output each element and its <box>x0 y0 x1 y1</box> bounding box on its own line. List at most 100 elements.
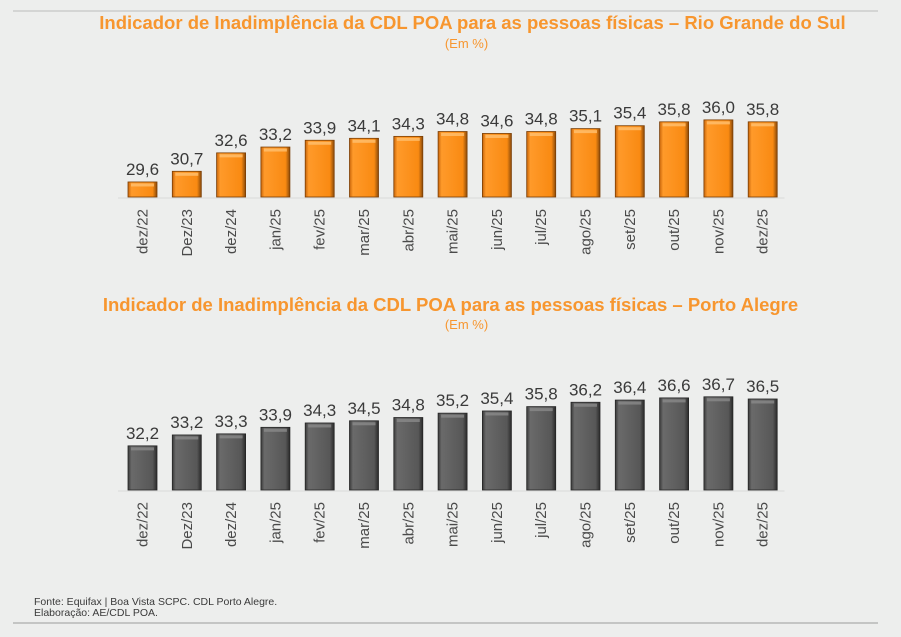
bar-rs-4 <box>304 139 335 198</box>
data-label-poa-14: 36,5 <box>746 377 779 396</box>
tick-label-poa-10: ago/25 <box>578 502 595 548</box>
tick-label-poa-12: out/25 <box>666 502 683 544</box>
bottom-divider <box>13 622 878 624</box>
data-label-poa-10: 36,2 <box>569 380 602 399</box>
bar-bevel-rs-6 <box>396 137 420 141</box>
data-label-poa-4: 34,3 <box>303 401 336 420</box>
bar-poa-1 <box>171 434 202 491</box>
bar-bevel-poa-10 <box>574 403 597 407</box>
bar-bevel-rs-12 <box>662 123 686 127</box>
bar-bevel-rs-4 <box>308 141 332 145</box>
data-label-rs-8: 34,6 <box>480 111 513 130</box>
tick-label-poa-11: set/25 <box>622 502 639 543</box>
bar-bevel-poa-3 <box>263 428 287 432</box>
tick-label-rs-6: abr/25 <box>400 209 417 252</box>
tick-label-rs-11: set/25 <box>622 209 639 250</box>
data-label-poa-0: 32,2 <box>126 424 159 443</box>
data-label-rs-14: 35,8 <box>746 100 779 119</box>
data-label-poa-5: 34,5 <box>347 399 380 418</box>
data-label-poa-11: 36,4 <box>613 378 646 397</box>
tick-label-poa-14: dez/25 <box>755 502 772 547</box>
top-divider-right <box>439 10 878 12</box>
data-label-rs-9: 34,8 <box>525 110 558 129</box>
bar-poa-3 <box>260 426 291 491</box>
source-text: Fonte: Equifax | Boa Vista SCPC. CDL Por… <box>34 596 278 608</box>
bar-bevel-poa-6 <box>396 419 420 423</box>
tick-label-rs-2: dez/24 <box>223 209 240 254</box>
bar-rs-9 <box>526 131 557 198</box>
tick-label-rs-7: mai/25 <box>445 209 462 254</box>
source-note: Fonte: Equifax | Boa Vista SCPC. CDL Por… <box>34 597 277 619</box>
data-label-rs-5: 34,1 <box>347 116 380 135</box>
bar-poa-4 <box>304 422 335 491</box>
bar-bevel-poa-1 <box>175 436 199 440</box>
bar-bevel-poa-11 <box>618 401 642 405</box>
data-label-rs-11: 35,4 <box>613 104 646 123</box>
bar-bevel-poa-0 <box>131 447 154 451</box>
bar-bevel-poa-8 <box>485 412 509 416</box>
data-label-rs-12: 35,8 <box>658 100 691 119</box>
tick-label-poa-4: fev/25 <box>312 502 329 543</box>
bar-rs-6 <box>393 135 424 198</box>
bar-bevel-rs-8 <box>485 134 509 138</box>
bar-rs-12 <box>659 121 689 198</box>
bar-poa-8 <box>481 410 512 491</box>
tick-label-poa-5: mar/25 <box>356 502 373 549</box>
bar-bevel-poa-4 <box>308 424 332 428</box>
bar-rs-3 <box>260 146 291 198</box>
bar-poa-7 <box>437 412 468 491</box>
tick-label-poa-0: dez/22 <box>135 502 152 547</box>
bar-rs-5 <box>349 137 379 198</box>
bar-poa-14 <box>747 398 778 491</box>
bar-bevel-poa-7 <box>441 414 465 418</box>
bar-rs-10 <box>570 128 601 198</box>
chart-poa: 32,2 dez/22 33,2 Dez/23 33,3 dez/24 33,9 jan/25… <box>118 375 785 550</box>
data-label-rs-7: 34,8 <box>436 110 469 129</box>
bar-poa-12 <box>659 397 689 491</box>
data-label-poa-12: 36,6 <box>658 376 691 395</box>
data-label-poa-8: 35,4 <box>480 389 513 408</box>
chart-rs: 29,6 dez/22 30,7 Dez/23 32,6 dez/24 33,2 jan/25… <box>118 98 785 257</box>
bar-bevel-rs-11 <box>618 127 642 131</box>
data-label-poa-3: 33,9 <box>259 405 292 424</box>
bar-rs-14 <box>747 121 778 198</box>
chart-subtitle-rs: (Em %) <box>444 36 489 51</box>
data-label-rs-2: 32,6 <box>215 131 248 150</box>
top-divider <box>13 10 439 12</box>
bar-bevel-rs-10 <box>574 130 597 134</box>
tick-label-rs-4: fev/25 <box>312 209 329 250</box>
tick-label-rs-13: nov/25 <box>710 209 727 254</box>
tick-label-poa-8: jun/25 <box>489 502 506 544</box>
bar-bevel-rs-13 <box>706 121 730 125</box>
bar-bevel-rs-1 <box>175 172 199 176</box>
data-label-poa-9: 35,8 <box>525 385 558 404</box>
tick-label-rs-1: Dez/23 <box>179 209 196 257</box>
tick-label-poa-13: nov/25 <box>710 502 727 547</box>
bar-poa-11 <box>614 399 645 491</box>
data-label-poa-6: 34,8 <box>392 396 425 415</box>
tick-label-poa-3: jan/25 <box>267 502 284 544</box>
data-label-rs-3: 33,2 <box>259 125 292 144</box>
bar-bevel-rs-0 <box>131 183 154 187</box>
bar-bevel-rs-3 <box>263 148 287 152</box>
data-label-rs-0: 29,6 <box>126 160 159 179</box>
bar-rs-2 <box>216 152 247 198</box>
data-label-rs-13: 36,0 <box>702 98 735 117</box>
bar-poa-6 <box>393 417 424 491</box>
elaboration-text: Elaboração: AE/CDL POA. <box>34 607 158 619</box>
data-label-rs-4: 33,9 <box>303 118 336 137</box>
bar-poa-0 <box>127 445 158 491</box>
tick-label-rs-5: mar/25 <box>356 209 373 256</box>
data-label-poa-7: 35,2 <box>436 391 469 410</box>
tick-label-poa-2: dez/24 <box>223 502 240 547</box>
tick-label-rs-9: jul/25 <box>533 209 550 246</box>
tick-label-rs-8: jun/25 <box>489 209 506 251</box>
chart-subtitle-poa: (Em %) <box>444 317 489 332</box>
tick-label-rs-0: dez/22 <box>135 209 152 254</box>
bar-bevel-poa-2 <box>219 435 243 439</box>
tick-label-rs-14: dez/25 <box>755 209 772 254</box>
chart-title-rs: Indicador de Inadimplência da CDL POA pa… <box>99 12 846 33</box>
bar-poa-2 <box>216 433 247 491</box>
bar-rs-13 <box>703 119 734 198</box>
